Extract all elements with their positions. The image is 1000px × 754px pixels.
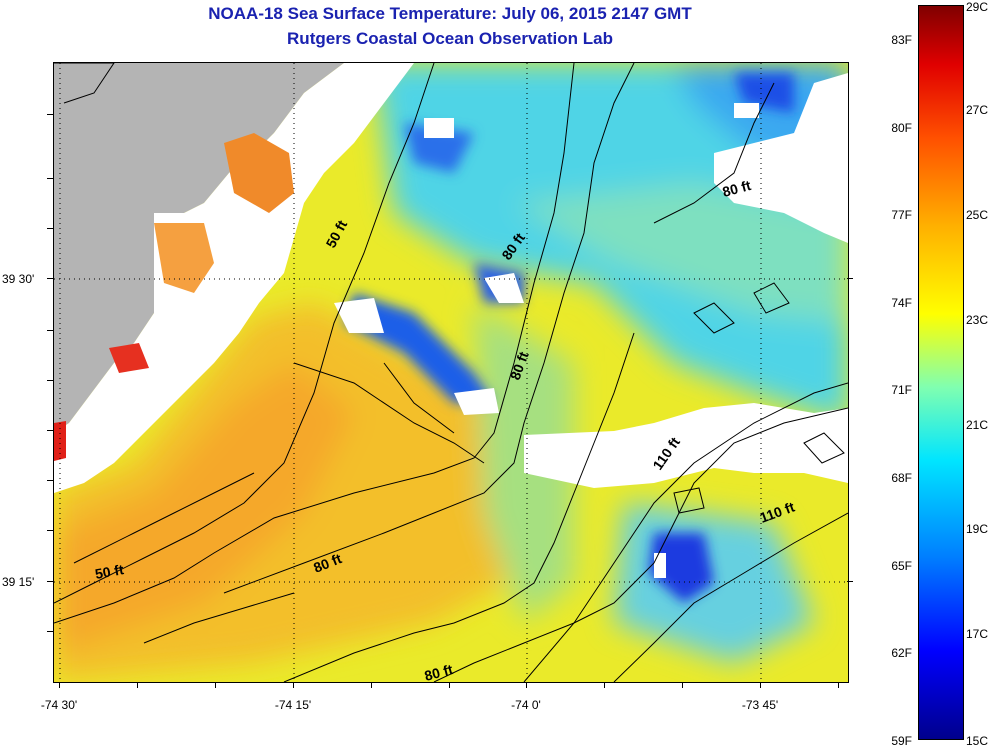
tick	[760, 682, 761, 688]
cloud-mask	[334, 73, 848, 578]
colorbar-fahrenheit-label: 59F	[891, 734, 912, 748]
tick	[47, 631, 53, 632]
colorbar-celsius-label: 25C	[966, 208, 989, 222]
tick	[47, 380, 53, 381]
latitude-label: 39 15'	[2, 575, 35, 589]
tick	[47, 330, 53, 331]
colorbar-fahrenheit-label: 83F	[891, 33, 912, 47]
colorbar-fahrenheit-label: 65F	[891, 559, 912, 573]
colorbar-celsius-label: 27C	[966, 103, 989, 117]
colorbar-fahrenheit-label: 62F	[891, 646, 912, 660]
tick	[682, 682, 683, 688]
longitude-label: -74 30'	[40, 698, 78, 712]
tick	[59, 682, 60, 688]
tick	[137, 682, 138, 688]
tick	[47, 530, 53, 531]
colorbar-celsius-label: 21C	[966, 418, 989, 432]
tick	[47, 114, 53, 115]
longitude-label: -74 15'	[274, 698, 312, 712]
graticule	[54, 63, 848, 682]
contour-label-50ft-south: 50 ft	[94, 561, 125, 582]
sea-surface-temperature-map: 50 ft 80 ft 80 ft 80 ft 80 ft 80 ft 110 …	[53, 62, 849, 683]
colorbar-fahrenheit-label: 80F	[891, 121, 912, 135]
colorbar-celsius-label: 23C	[966, 313, 989, 327]
temperature-colorbar	[918, 5, 964, 740]
tick	[838, 682, 839, 688]
tick	[847, 278, 853, 279]
latitude-label: 39 30'	[2, 272, 35, 286]
tick	[47, 480, 53, 481]
tick	[47, 178, 53, 179]
tick	[371, 682, 372, 688]
contour-label-80ft-3: 80 ft	[721, 177, 753, 200]
map-title: NOAA-18 Sea Surface Temperature: July 06…	[208, 4, 692, 23]
tick	[47, 278, 53, 279]
tick	[215, 682, 216, 688]
colorbar-fahrenheit-label: 68F	[891, 471, 912, 485]
colorbar-celsius-label: 15C	[966, 734, 989, 748]
tick	[293, 682, 294, 688]
depth-contours	[54, 63, 848, 682]
colorbar-celsius-label: 19C	[966, 522, 989, 536]
land-mass	[54, 63, 414, 493]
colorbar-fahrenheit-label: 77F	[891, 208, 912, 222]
tick	[526, 682, 527, 688]
tick	[847, 581, 853, 582]
tick	[47, 581, 53, 582]
tick	[449, 682, 450, 688]
map-canvas: 50 ft 80 ft 80 ft 80 ft 80 ft 80 ft 110 …	[54, 63, 848, 682]
longitude-label: -73 45'	[741, 698, 779, 712]
tick	[604, 682, 605, 688]
tick	[47, 228, 53, 229]
cold-patches	[344, 73, 794, 603]
colorbar-fahrenheit-label: 74F	[891, 296, 912, 310]
longitude-label: -74 0'	[511, 698, 541, 712]
colorbar-fahrenheit-label: 71F	[891, 383, 912, 397]
map-subtitle: Rutgers Coastal Ocean Observation Lab	[287, 29, 613, 48]
colorbar-celsius-label: 29C	[966, 0, 989, 14]
colorbar-celsius-label: 17C	[966, 627, 989, 641]
contour-label-80ft-5: 80 ft	[423, 661, 455, 682]
tick	[47, 430, 53, 431]
